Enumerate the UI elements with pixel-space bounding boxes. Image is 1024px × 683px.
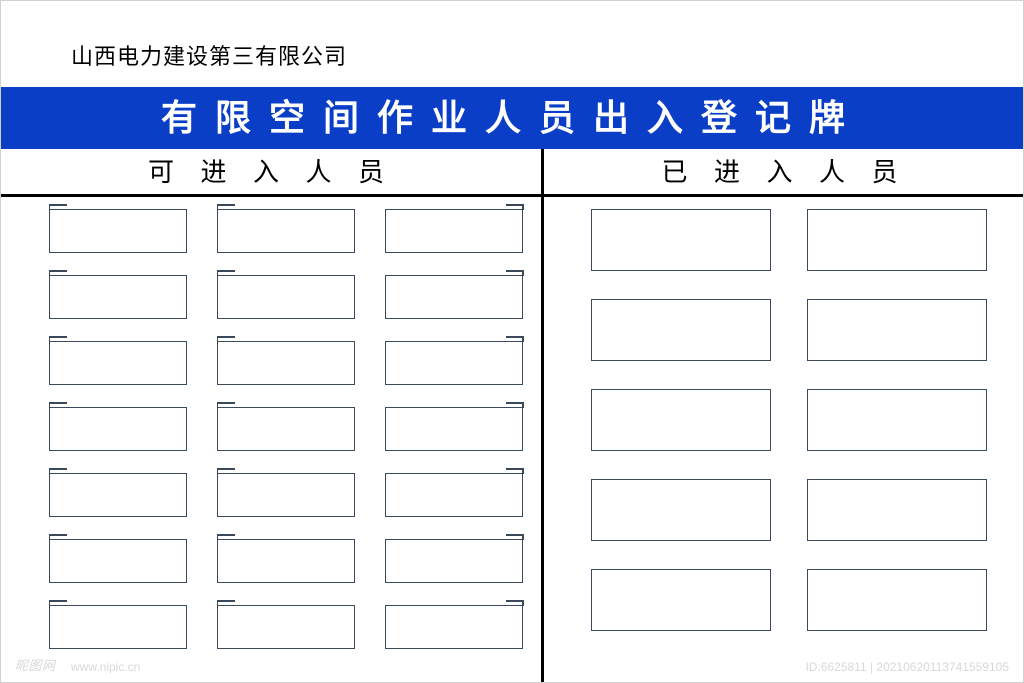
title-bar: 有限空间作业人员出入登记牌	[1, 87, 1023, 149]
entered-slot	[807, 479, 987, 541]
entered-slot	[807, 569, 987, 631]
enterable-slot	[385, 473, 523, 517]
entered-slot	[591, 299, 771, 361]
enterable-slot	[217, 341, 355, 385]
entered-slot	[807, 209, 987, 271]
left-column-header: 可 进 入 人 员	[1, 149, 541, 197]
entered-slot	[591, 389, 771, 451]
entered-slot	[807, 299, 987, 361]
enterable-slot	[49, 275, 187, 319]
enterable-slot	[217, 473, 355, 517]
enterable-slot	[49, 407, 187, 451]
enterable-slot	[217, 605, 355, 649]
enterable-slot	[217, 275, 355, 319]
enterable-slot	[49, 539, 187, 583]
vertical-divider	[541, 149, 544, 682]
company-name: 山西电力建设第三有限公司	[71, 39, 347, 71]
right-column-header: 已 进 入 人 员	[544, 149, 1024, 197]
enterable-slot	[49, 473, 187, 517]
enterable-slot	[385, 539, 523, 583]
entered-slot	[807, 389, 987, 451]
entered-slot	[591, 569, 771, 631]
enterable-slot	[217, 539, 355, 583]
enterable-slot	[385, 407, 523, 451]
enterable-slot	[49, 209, 187, 253]
enterable-slot	[385, 275, 523, 319]
columns-area: 可 进 入 人 员 已 进 入 人 员	[1, 149, 1023, 682]
enterable-slot	[385, 209, 523, 253]
enterable-slot	[217, 209, 355, 253]
entered-slot	[591, 209, 771, 271]
enterable-slot	[385, 341, 523, 385]
enterable-slot	[49, 341, 187, 385]
enterable-slot	[49, 605, 187, 649]
registration-board: 山西电力建设第三有限公司 有限空间作业人员出入登记牌 可 进 入 人 员 已 进…	[0, 0, 1024, 683]
enterable-slot	[217, 407, 355, 451]
entered-slot	[591, 479, 771, 541]
column-header-row: 可 进 入 人 员 已 进 入 人 员	[1, 149, 1023, 197]
enterable-slot	[385, 605, 523, 649]
